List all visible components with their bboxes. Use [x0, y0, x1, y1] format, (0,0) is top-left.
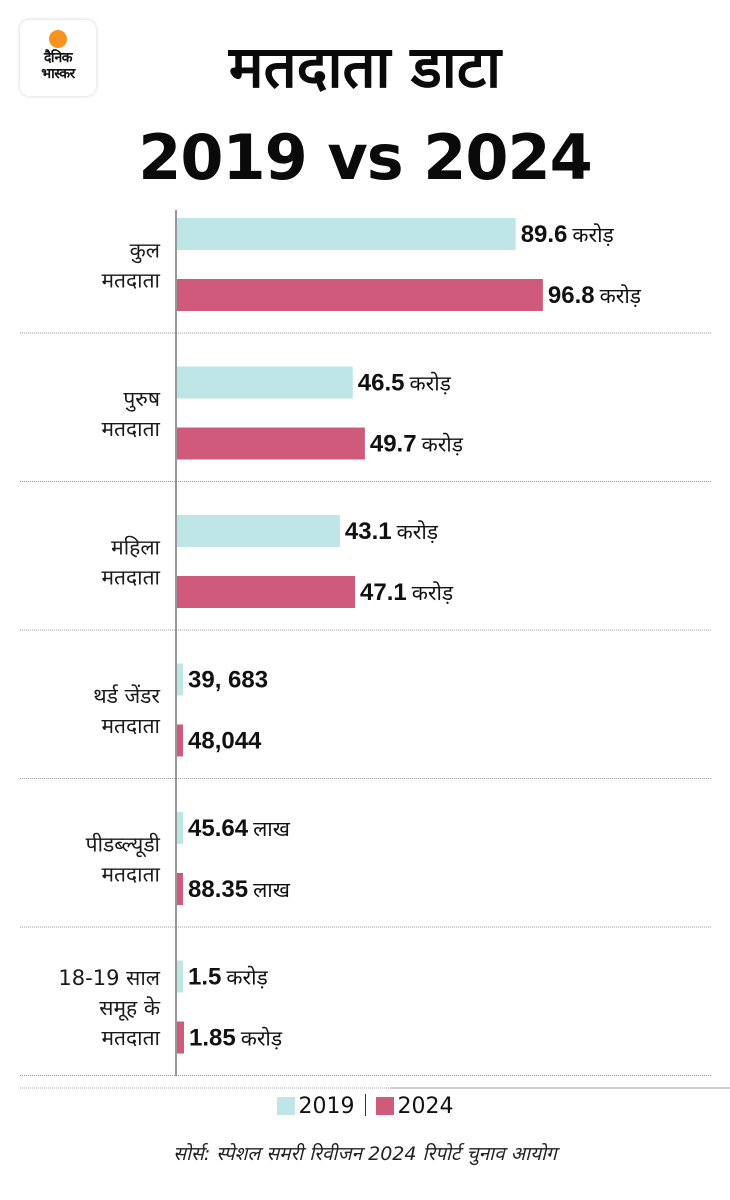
legend-label-2019: 2019 [298, 1094, 355, 1119]
legend-label-2024: 2024 [397, 1094, 454, 1119]
category-label: मतदाता [101, 714, 160, 738]
bar-2019 [177, 663, 183, 696]
data-label-2019: 1.5 करोड़ [188, 964, 269, 991]
data-label-2024: 88.35 लाख [188, 876, 291, 903]
category-label: समूह के [99, 996, 161, 1021]
category-label: मतदाता [101, 269, 160, 293]
sun-dot-icon [49, 30, 67, 48]
data-label-2019: 89.6 करोड़ [521, 221, 615, 248]
bar-2024 [177, 279, 543, 311]
bar-2024 [177, 427, 365, 460]
bar-2024 [177, 724, 183, 757]
data-label-2019: 39, 683 [188, 667, 268, 694]
category-label: पुरुष [123, 387, 160, 412]
data-label-2019: 43.1 करोड़ [345, 518, 439, 545]
dainik-bhaskar-logo: दैनिक भास्कर [20, 20, 96, 96]
data-label-2019: 45.64 लाख [188, 815, 291, 842]
source-note: सोर्स: स्पेशल समरी रिवीजन 2024 रिपोर्ट च… [173, 1143, 557, 1165]
bar-2019 [177, 366, 353, 399]
category-label: मतदाता [101, 566, 160, 590]
legend: 2019 2024 [0, 1094, 730, 1119]
bar-2019 [177, 812, 183, 844]
category-label: महिला [111, 536, 160, 560]
bar-2024 [177, 873, 183, 905]
data-label-2024: 47.1 करोड़ [360, 579, 454, 606]
category-label: पीडब्ल्यूडी [86, 833, 161, 858]
chart-title-line1: मतदाता डाटा [228, 33, 502, 101]
legend-divider [364, 1094, 366, 1116]
legend-swatch-2024 [375, 1097, 394, 1115]
data-label-2024: 48,044 [188, 728, 262, 755]
logo-text-line2: भास्कर [41, 66, 75, 82]
data-label-2024: 96.8 करोड़ [548, 282, 642, 309]
data-label-2024: 49.7 करोड़ [370, 431, 464, 458]
category-label: मतदाता [101, 1026, 160, 1050]
data-label-2019: 46.5 करोड़ [358, 370, 452, 397]
logo-text-line1: दैनिक [43, 50, 73, 66]
chart-title-line2: 2019 vs 2024 [138, 121, 593, 194]
bar-2024 [177, 1021, 184, 1054]
bar-2019 [177, 515, 340, 547]
category-label: मतदाता [101, 863, 160, 887]
bar-2024 [177, 576, 356, 608]
bar-2019 [177, 960, 183, 993]
category-label: कुल [130, 239, 161, 264]
category-label: मतदाता [101, 417, 160, 441]
data-label-2024: 1.85 करोड़ [189, 1025, 283, 1052]
category-label: थर्ड जेंडर [93, 684, 160, 708]
category-label: 18-19 साल [58, 966, 160, 990]
bar-2019 [177, 218, 516, 250]
legend-swatch-2019 [276, 1097, 295, 1115]
